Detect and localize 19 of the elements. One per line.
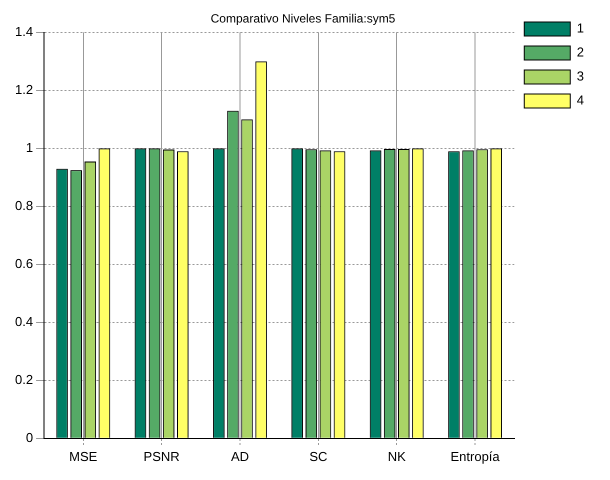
x-tick-label: MSE bbox=[69, 448, 98, 464]
x-tick-label: SC bbox=[309, 448, 328, 464]
y-tick-label: 1.4 bbox=[14, 24, 34, 39]
legend-label: 2 bbox=[576, 44, 584, 60]
legend-label: 1 bbox=[576, 20, 584, 36]
y-tick-label: 0 bbox=[26, 430, 34, 445]
x-tick-label: AD bbox=[230, 448, 250, 464]
chart-title: Comparativo Niveles Familia:sym5 bbox=[210, 12, 396, 26]
y-tick-label: 0.6 bbox=[14, 256, 34, 271]
y-tick-label: 0.2 bbox=[14, 372, 34, 387]
y-tick-label: 1.2 bbox=[14, 82, 34, 97]
x-tick-label: Entropía bbox=[450, 448, 500, 464]
y-tick-label: 0.4 bbox=[14, 314, 34, 329]
legend-label: 4 bbox=[576, 92, 584, 108]
legend-label: 3 bbox=[576, 68, 584, 84]
y-tick-label: 1 bbox=[26, 140, 34, 155]
x-tick-label: PSNR bbox=[144, 448, 180, 464]
y-tick-label: 0.8 bbox=[14, 198, 34, 213]
x-tick-label: NK bbox=[388, 448, 406, 464]
